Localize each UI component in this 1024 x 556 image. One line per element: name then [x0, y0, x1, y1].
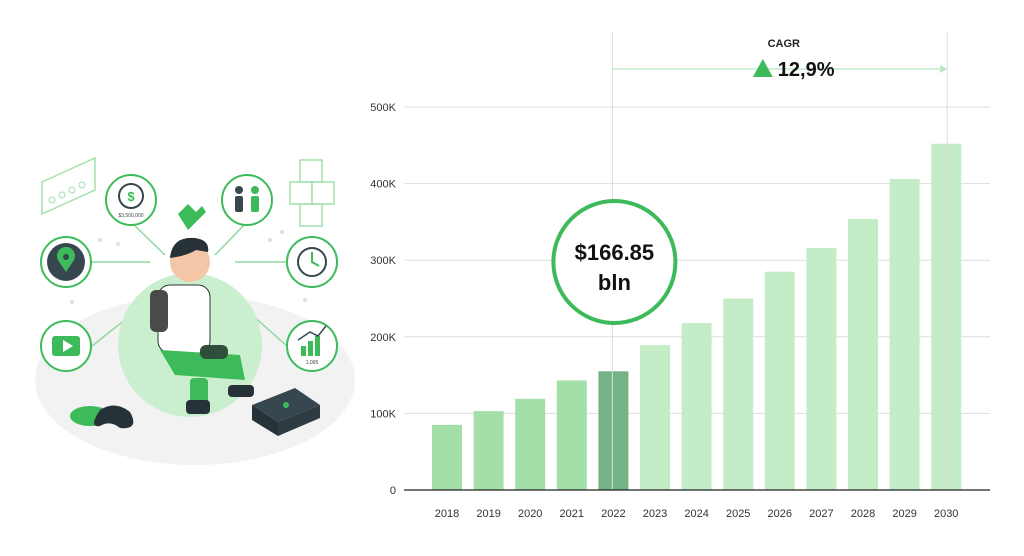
bar-2022: [598, 371, 629, 490]
gamer-illustration: $ $3,500,000 1,095: [35, 156, 355, 465]
x-tick-label: 2028: [851, 508, 875, 520]
bar-2024: [681, 323, 712, 490]
bar-2019: [473, 411, 504, 490]
bar-2026: [764, 271, 795, 490]
clock-icon: [286, 236, 338, 288]
gamer-character: [150, 237, 254, 414]
y-tick-label: 0: [390, 485, 396, 497]
growth-chart-icon: 1,095: [286, 320, 338, 372]
growth-chart-caption: 1,095: [306, 360, 319, 366]
up-triangle-icon: [752, 59, 773, 77]
gamepad-icon: [70, 405, 134, 429]
x-tick-label: 2019: [476, 508, 500, 520]
bar-2029: [889, 179, 920, 490]
x-tick-label: 2025: [726, 508, 750, 520]
dpad-icon: [289, 159, 335, 227]
bar-2027: [806, 247, 837, 490]
bar-2025: [723, 298, 754, 490]
bar-2030: [931, 143, 962, 490]
cagr-value: 12,9%: [778, 59, 835, 81]
cagr-arrowhead: [940, 65, 948, 73]
x-tick-label: 2027: [809, 508, 833, 520]
x-tick-label: 2029: [892, 508, 916, 520]
y-tick-label: 400K: [370, 179, 396, 191]
x-tick-label: 2023: [643, 508, 667, 520]
x-tick-label: 2018: [435, 508, 459, 520]
dollar-badge-symbol: $: [127, 189, 135, 204]
bars: [432, 143, 962, 490]
callout-unit: bln: [598, 270, 631, 295]
video-play-icon: [40, 320, 92, 372]
y-tick-label: 500K: [370, 102, 396, 114]
bar-2021: [556, 380, 587, 490]
location-pin-icon: [40, 236, 92, 288]
callout-circle: [551, 199, 678, 325]
y-tick-label: 300K: [370, 255, 396, 267]
callout-value: $166.85: [575, 240, 655, 265]
y-axis-ticks: 0 100K 200K 300K 400K 500K: [370, 102, 396, 497]
value-callout: $166.85 bln: [551, 199, 678, 325]
decorative-dots: [70, 230, 307, 304]
x-axis-ticks: 2018 2019 2020 2021 2022 2023 2024 2025 2026 2027…: [435, 508, 959, 520]
dollar-badge-caption: $3,500,000: [118, 213, 143, 219]
x-tick-label: 2024: [684, 508, 708, 520]
dollar-badge-icon: $ $3,500,000: [105, 174, 157, 226]
rating-card-icon: [41, 156, 96, 216]
y-tick-label: 100K: [370, 408, 396, 420]
x-tick-label: 2021: [560, 508, 584, 520]
bar-2023: [640, 345, 670, 490]
connector-lines: [91, 221, 288, 347]
people-icon: [221, 174, 273, 226]
bar-2018: [432, 424, 462, 490]
bar-2020: [515, 398, 546, 490]
x-tick-label: 2020: [518, 508, 542, 520]
x-tick-label: 2030: [934, 508, 958, 520]
y-tick-label: 200K: [370, 332, 396, 344]
console-icon: [252, 388, 320, 436]
bar-2028: [848, 218, 878, 490]
x-tick-label: 2022: [601, 508, 625, 520]
pixel-heart-icon: [178, 204, 206, 230]
cagr-label: CAGR: [768, 38, 800, 50]
x-tick-label: 2026: [768, 508, 792, 520]
